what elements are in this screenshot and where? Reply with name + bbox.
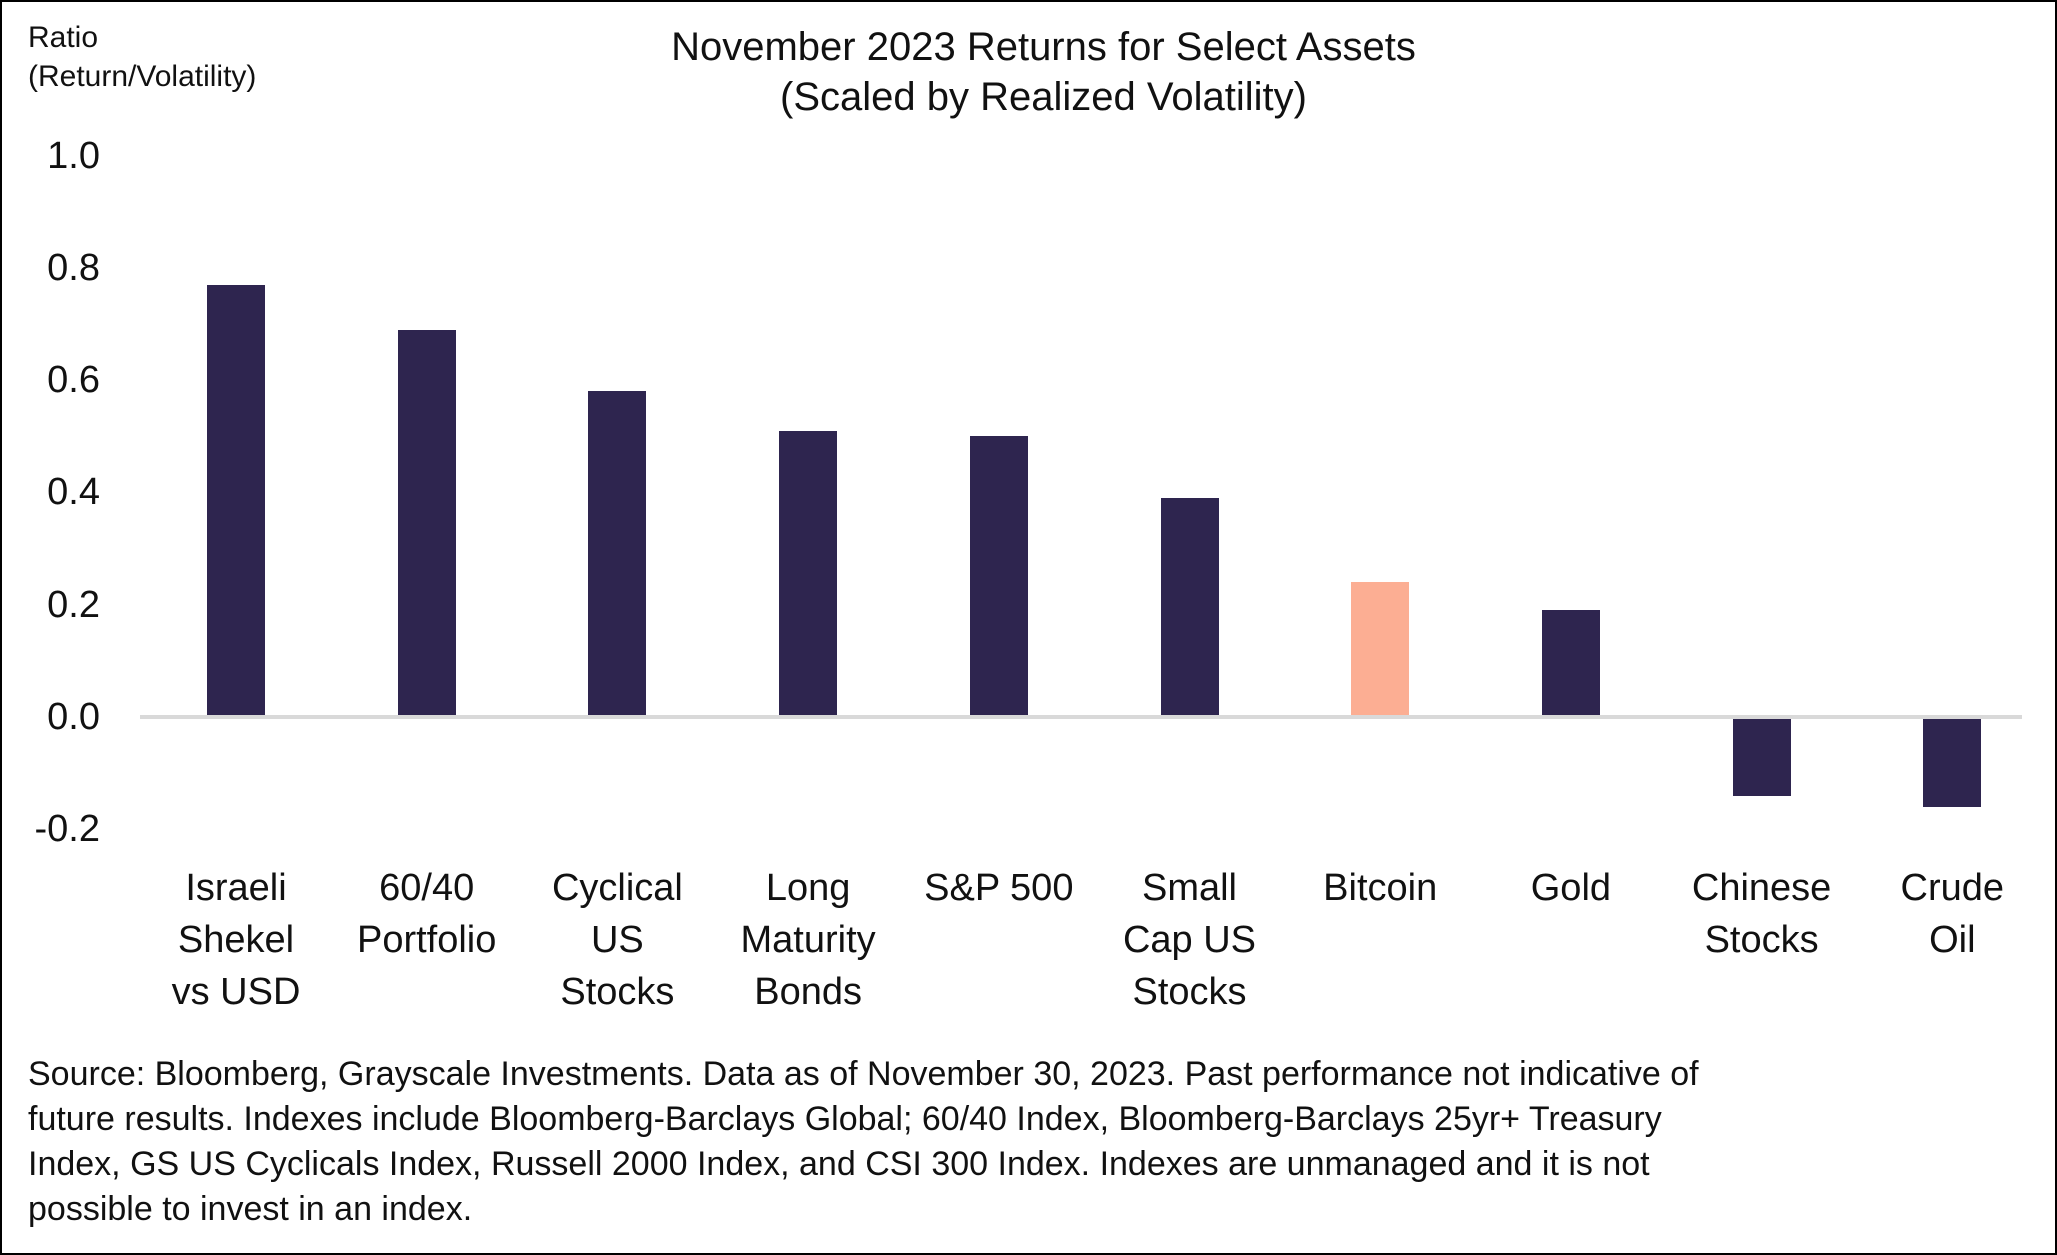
bar-s-p-500 bbox=[969, 436, 1028, 715]
x-axis-label-small-cap-us-stocks: Small Cap US Stocks bbox=[1085, 862, 1295, 1018]
bar-cyclical-us-stocks bbox=[588, 391, 647, 715]
x-axis-label-bitcoin: Bitcoin bbox=[1275, 862, 1485, 914]
source-note-line-1: Source: Bloomberg, Grayscale Investments… bbox=[28, 1055, 1699, 1093]
x-axis-label-long-maturity-bonds: Long Maturity Bonds bbox=[703, 862, 913, 1018]
x-axis-label-line: Chinese bbox=[1691, 867, 1832, 909]
x-axis-label-gold: Gold bbox=[1466, 862, 1676, 914]
x-axis-label-line: S&P 500 bbox=[924, 867, 1074, 909]
bar-small-cap-us-stocks bbox=[1160, 498, 1219, 715]
x-axis-label-line: Crude bbox=[1900, 867, 2005, 909]
x-axis-label-s-p-500: S&P 500 bbox=[894, 862, 1104, 914]
x-axis-label-line: 60/40 bbox=[379, 867, 475, 909]
source-note-line-2: future results. Indexes include Bloomber… bbox=[28, 1100, 1662, 1138]
y-tick-label-0.0: 0.0 bbox=[47, 696, 100, 738]
bar-crude-oil bbox=[1923, 719, 1982, 807]
y-axis-title: Ratio (Return/Volatility) bbox=[28, 18, 256, 96]
y-tick-label-0.4: 0.4 bbox=[47, 471, 100, 514]
x-axis-label-line: vs USD bbox=[171, 971, 301, 1013]
x-axis-label-chinese-stocks: Chinese Stocks bbox=[1657, 862, 1867, 966]
x-axis-label-line: Stocks bbox=[1704, 919, 1819, 961]
x-axis-label-line: Cyclical bbox=[551, 867, 683, 909]
x-axis-label-line: Stocks bbox=[1132, 971, 1247, 1013]
x-axis-label-60-40-portfolio: 60/40 Portfolio bbox=[322, 862, 532, 966]
x-axis-label-line: Gold bbox=[1530, 867, 1612, 909]
x-axis-label-line: Maturity bbox=[740, 919, 876, 961]
x-axis-label-line: Oil bbox=[1929, 919, 1976, 961]
source-note: Source: Bloomberg, Grayscale Investments… bbox=[28, 1052, 2035, 1232]
chart-title-line2: (Scaled by Realized Volatility) bbox=[780, 75, 1307, 119]
y-tick-label-0.8: 0.8 bbox=[47, 246, 100, 289]
y-tick-label-0.6: 0.6 bbox=[47, 359, 100, 402]
zero-axis-line bbox=[140, 715, 2022, 719]
bar-long-maturity-bonds bbox=[779, 430, 838, 715]
bar-israeli-shekel-vs-usd bbox=[207, 284, 265, 715]
source-note-line-3: Index, GS US Cyclicals Index, Russell 20… bbox=[28, 1145, 1650, 1183]
x-axis-label-line: Bitcoin bbox=[1323, 867, 1438, 909]
chart-title-line1: November 2023 Returns for Select Assets bbox=[671, 25, 1416, 69]
x-axis-label-line: Portfolio bbox=[356, 919, 497, 961]
x-axis-label-line: Shekel bbox=[177, 919, 295, 961]
bar-bitcoin bbox=[1351, 582, 1410, 715]
x-axis-label-crude-oil: Crude Oil bbox=[1847, 862, 2055, 966]
y-tick-label-1.0: 1.0 bbox=[47, 134, 100, 177]
chart-title: November 2023 Returns for Select Assets … bbox=[2, 22, 2055, 122]
x-axis-label-israeli-shekel-vs-usd: Israeli Shekel vs USD bbox=[131, 862, 341, 1018]
x-axis-label-line: Long bbox=[765, 867, 851, 909]
x-axis-label-line: US bbox=[590, 919, 644, 961]
bar-gold bbox=[1541, 610, 1600, 715]
x-axis-label-line: Bonds bbox=[754, 971, 862, 1013]
x-axis-label-cyclical-us-stocks: Cyclical US Stocks bbox=[512, 862, 722, 1018]
x-axis-label-line: Israeli bbox=[185, 867, 287, 909]
source-note-line-4: possible to invest in an index. bbox=[28, 1190, 473, 1228]
bar-60-40-portfolio bbox=[397, 329, 456, 715]
y-tick-label--0.2: -0.2 bbox=[34, 808, 100, 851]
y-axis-title-line2: (Return/Volatility) bbox=[28, 60, 257, 93]
x-axis-label-line: Stocks bbox=[560, 971, 675, 1013]
y-axis-title-line1: Ratio bbox=[28, 21, 99, 54]
x-axis-label-line: Small bbox=[1141, 867, 1238, 909]
bar-chinese-stocks bbox=[1732, 719, 1791, 796]
x-axis-label-line: Cap US bbox=[1122, 919, 1257, 961]
y-tick-label-0.2: 0.2 bbox=[47, 583, 100, 626]
